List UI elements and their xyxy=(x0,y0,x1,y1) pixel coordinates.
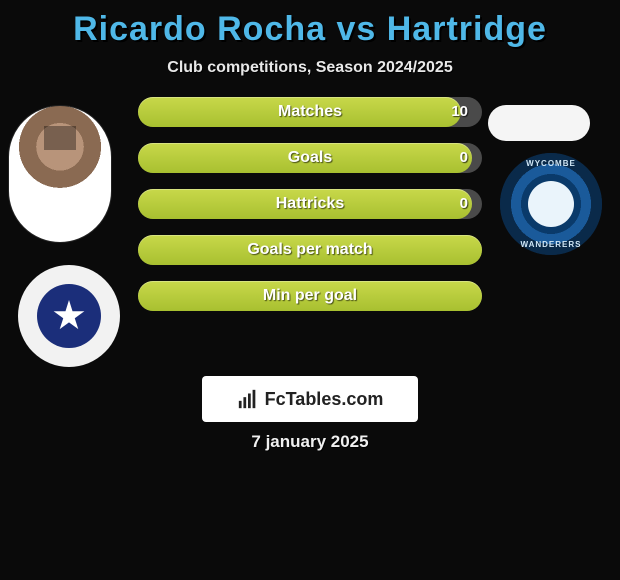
snapshot-date: 7 january 2025 xyxy=(0,432,620,452)
stat-bar-label: Min per goal xyxy=(138,281,482,311)
player-left-avatar xyxy=(8,105,112,243)
stat-bar-label: Hattricks xyxy=(138,189,482,219)
club-badge-left xyxy=(18,265,120,367)
badge-text-bottom: WANDERERS xyxy=(500,240,602,249)
site-logo-text: FcTables.com xyxy=(265,389,384,410)
stat-bar-right-value: 0 xyxy=(460,189,468,219)
stat-bars: Matches10Goals0Hattricks0Goals per match… xyxy=(138,97,482,327)
stat-bar: Min per goal xyxy=(138,281,482,311)
stat-bar: Goals0 xyxy=(138,143,482,173)
bars-chart-icon xyxy=(237,388,259,410)
stat-bar-label: Goals per match xyxy=(138,235,482,265)
club-badge-right-text: WYCOMBE WANDERERS xyxy=(500,153,602,255)
stat-bar: Goals per match xyxy=(138,235,482,265)
page-subtitle: Club competitions, Season 2024/2025 xyxy=(0,59,620,77)
stat-bar-right-value: 10 xyxy=(451,97,468,127)
stat-bar-label: Goals xyxy=(138,143,482,173)
stat-bar-right-value: 0 xyxy=(460,143,468,173)
stat-bar: Matches10 xyxy=(138,97,482,127)
club-badge-right: WYCOMBE WANDERERS xyxy=(500,153,602,255)
page-title: Ricardo Rocha vs Hartridge xyxy=(0,0,620,49)
badge-text-top: WYCOMBE xyxy=(500,159,602,168)
site-logo: FcTables.com xyxy=(202,376,418,422)
stat-bar-label: Matches xyxy=(138,97,482,127)
stat-bar: Hattricks0 xyxy=(138,189,482,219)
player-right-avatar xyxy=(488,105,590,141)
